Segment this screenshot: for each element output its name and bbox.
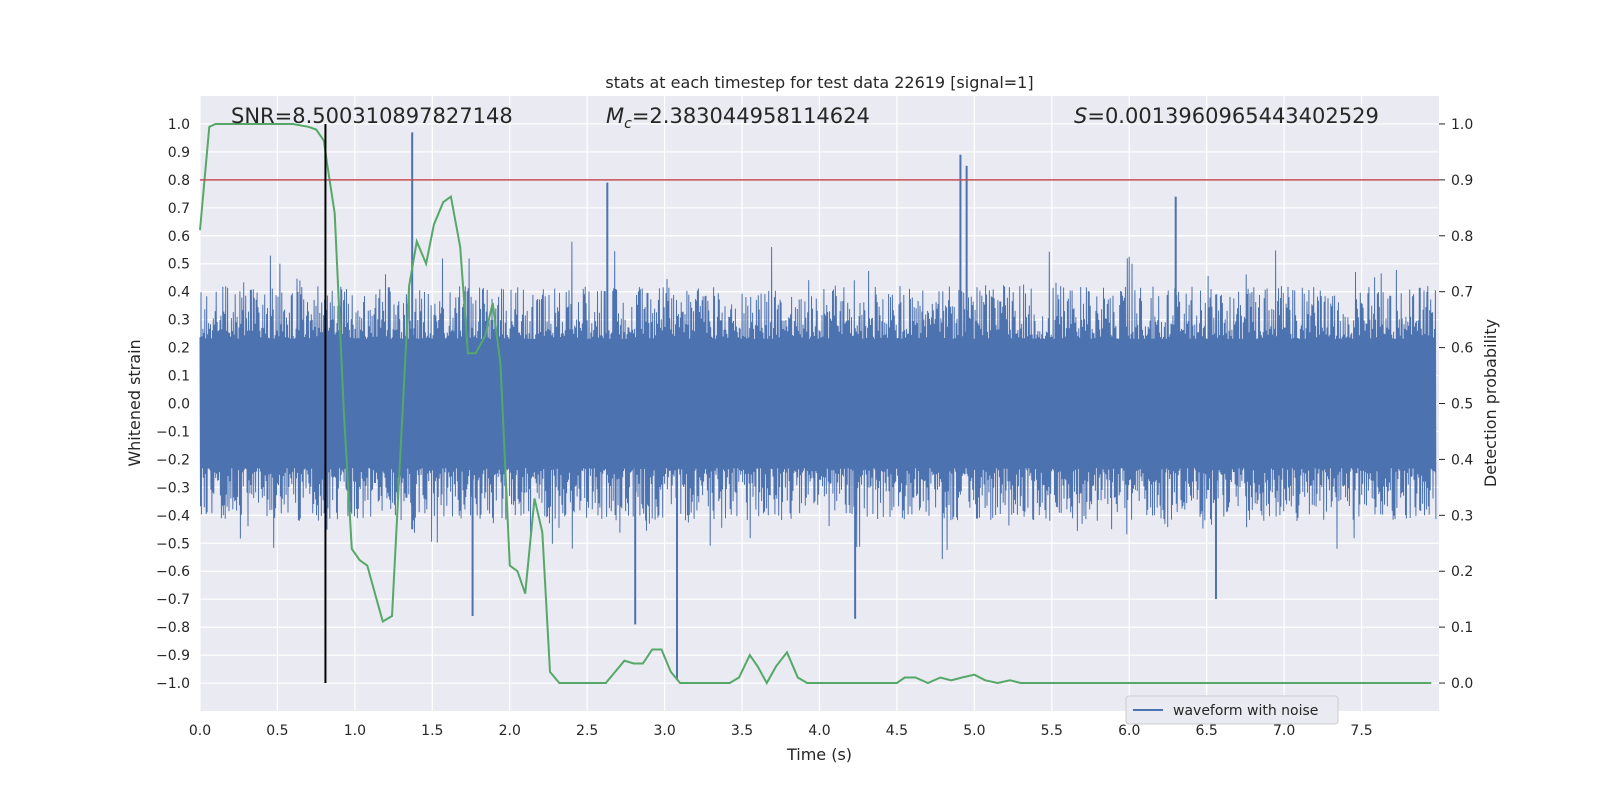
legend: waveform with noise [1125, 695, 1339, 725]
y-left-tick-label: −0.2 [156, 452, 190, 468]
tick-labels: 0.0 0.5 1.0 1.5 2.0 2.5 3.0 3.5 4.0 4.5 5.0 5.5 6.0 6… [156, 117, 1473, 739]
y-left-tick-label: −0.3 [156, 480, 190, 496]
y-right-tick-label: 0.6 [1451, 341, 1473, 357]
chirp-mass-annotation: Mc=2.383044958114624 [606, 104, 870, 132]
snr-annotation: SNR=8.500310897827148 [231, 104, 513, 128]
x-tick-label: 5.5 [1041, 723, 1063, 739]
y-left-tick-label: −0.5 [156, 536, 190, 552]
y-left-tick-label: 0.2 [168, 341, 190, 357]
y-right-tick-label: 0.1 [1451, 620, 1473, 636]
y-left-tick-label: −0.7 [156, 592, 190, 608]
x-tick-label: 3.0 [653, 723, 675, 739]
y-left-tick-label: 0.8 [168, 173, 190, 189]
x-tick-label: 2.0 [499, 723, 521, 739]
s-value: =0.0013960965443402529 [1087, 104, 1379, 128]
y-right-tick-label: 0.5 [1451, 397, 1473, 413]
y-left-tick-label: 0.0 [168, 397, 190, 413]
x-tick-label: 7.0 [1273, 723, 1295, 739]
x-tick-label: 0.0 [189, 723, 211, 739]
y-right-tick-label: 0.0 [1451, 676, 1473, 692]
y-left-tick-label: −0.9 [156, 648, 190, 664]
y-left-tick-label: 0.4 [168, 285, 190, 301]
y-right-tick-label: 0.4 [1451, 452, 1473, 468]
y-right-tick-label: 0.3 [1451, 508, 1473, 524]
detection-probability-line [199, 123, 1432, 686]
legend-box [1125, 695, 1339, 725]
x-tick-label: 1.0 [344, 723, 366, 739]
y-axis-label-left: Whitened strain [125, 339, 144, 466]
y-left-tick-label: −0.6 [156, 564, 190, 580]
y-right-tick-label: 0.2 [1451, 564, 1473, 580]
x-tick-label: 3.5 [731, 723, 753, 739]
chirp-mass-symbol: M [606, 104, 624, 128]
chart-title: stats at each timestep for test data 226… [605, 73, 1033, 92]
probability-series [199, 123, 1432, 686]
y-left-tick-label: −0.1 [156, 424, 190, 440]
y-right-tick-label: 0.9 [1451, 173, 1473, 189]
x-tick-label: 7.5 [1350, 723, 1372, 739]
x-tick-label: 4.5 [886, 723, 908, 739]
waveform-noise-path [199, 241, 1437, 560]
x-tick-label: 1.5 [421, 723, 443, 739]
y-left-tick-label: −1.0 [156, 676, 190, 692]
y-right-tick-label: 0.7 [1451, 285, 1473, 301]
y-left-tick-label: 1.0 [168, 117, 190, 133]
y-left-tick-label: −0.8 [156, 620, 190, 636]
x-tick-label: 2.5 [576, 723, 598, 739]
y-axis-label-right: Detection probability [1481, 319, 1500, 487]
x-tick-label: 6.0 [1118, 723, 1140, 739]
y-right-tick-label: 0.8 [1451, 229, 1473, 245]
y-left-tick-label: 0.3 [168, 313, 190, 329]
x-tick-label: 4.0 [808, 723, 830, 739]
x-tick-label: 5.0 [963, 723, 985, 739]
y-left-tick-label: 0.6 [168, 229, 190, 245]
waveform-series [199, 132, 1437, 681]
y-right-tick-label: 1.0 [1451, 117, 1473, 133]
y-left-tick-label: 0.5 [168, 257, 190, 273]
reference-lines [200, 123, 1439, 684]
x-tick-label: 6.5 [1196, 723, 1218, 739]
y-left-tick-label: 0.7 [168, 201, 190, 217]
s-annotation: S=0.0013960965443402529 [1074, 104, 1379, 128]
y-left-tick-label: 0.1 [168, 369, 190, 385]
x-axis-label: Time (s) [786, 745, 852, 764]
chirp-mass-subscript: c [624, 116, 632, 132]
chirp-mass-value: =2.383044958114624 [632, 104, 870, 128]
legend-label-waveform: waveform with noise [1173, 703, 1318, 719]
x-tick-label: 0.5 [266, 723, 288, 739]
y-left-tick-label: 0.9 [168, 145, 190, 161]
y-left-tick-label: −0.4 [156, 508, 190, 524]
s-symbol: S [1074, 104, 1087, 128]
